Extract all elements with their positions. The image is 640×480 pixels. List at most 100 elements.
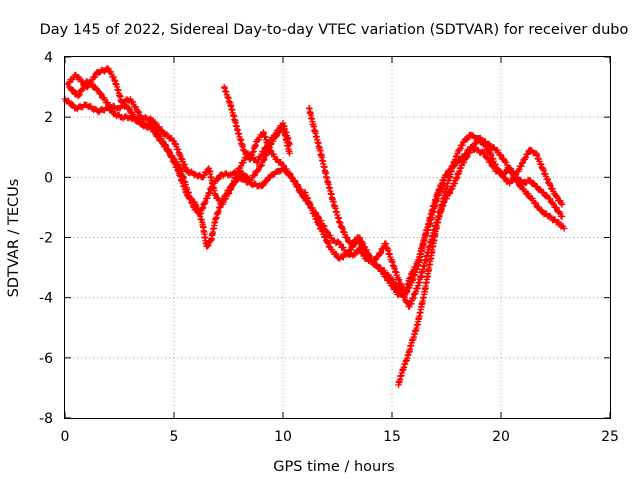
data-point-run — [160, 139, 173, 155]
y-axis-label: SDTVAR / TECUs — [6, 179, 22, 298]
y-tick-label: -8 — [39, 411, 53, 427]
data-point-run — [389, 258, 402, 281]
data-point-run — [175, 170, 190, 197]
x-axis-label: GPS time / hours — [273, 459, 394, 475]
data-point-run — [185, 168, 198, 179]
data-point — [279, 162, 287, 169]
data-point-run — [459, 149, 473, 166]
x-tick-label: 10 — [274, 429, 292, 445]
data-point-run — [540, 189, 552, 201]
data-point-run — [405, 342, 415, 356]
y-tick-label: 4 — [44, 50, 53, 66]
y-tick-label: -6 — [39, 351, 53, 367]
axis-ticks — [64, 56, 611, 419]
data-point-run — [432, 212, 443, 233]
data-point-run — [494, 165, 506, 180]
data-point — [286, 150, 293, 157]
data-point-run — [254, 131, 266, 143]
data-point-run — [306, 105, 317, 128]
data-point-run — [234, 127, 247, 154]
data-point-run — [206, 167, 219, 198]
series-track-5 — [305, 104, 566, 298]
data-point — [336, 240, 343, 247]
data-point-run — [337, 219, 349, 241]
data-point-run — [199, 221, 210, 248]
data-point-run — [450, 164, 465, 187]
data-point-run — [520, 148, 532, 164]
y-tick-label: -2 — [39, 231, 53, 247]
data-point — [561, 225, 568, 232]
data-point — [288, 174, 295, 181]
data-point-run — [553, 192, 565, 207]
data-point-run — [221, 85, 234, 107]
data-point-run — [219, 184, 234, 204]
data-point-run — [185, 193, 198, 206]
data-point — [240, 147, 247, 154]
data-point-run — [171, 140, 184, 158]
x-tick-label: 0 — [61, 429, 70, 445]
x-tick-labels: 0 5 10 15 20 25 — [61, 429, 619, 445]
data-point-run — [289, 175, 303, 195]
data-point-run — [415, 236, 428, 266]
data-point-run — [555, 219, 567, 230]
data-point-run — [481, 141, 493, 156]
data-point-run — [95, 88, 111, 106]
data-point-run — [75, 79, 90, 99]
data-point-run — [331, 237, 342, 247]
data-point-run — [177, 155, 190, 173]
data-point-run — [112, 80, 125, 105]
data-point-run — [507, 172, 519, 185]
data-point — [558, 201, 566, 208]
data-point-run — [474, 135, 486, 146]
data-point-run — [227, 103, 240, 130]
data-point-run — [323, 174, 336, 203]
y-tick-labels: -8 -6 -4 -2 0 2 4 — [39, 50, 53, 427]
data-point-run — [415, 253, 430, 287]
data-point — [558, 213, 566, 220]
data-point-run — [260, 130, 273, 152]
data-point-run — [406, 285, 421, 308]
data-point-run — [139, 113, 154, 124]
data-point-run — [503, 159, 517, 181]
data-point-run — [84, 79, 100, 92]
data-points — [61, 65, 568, 389]
data-point-run — [529, 195, 543, 212]
data-point-run — [247, 138, 260, 161]
data-point-run — [310, 123, 323, 152]
data-point-run — [237, 175, 253, 186]
data-point-run — [132, 115, 146, 128]
x-tick-label: 5 — [170, 429, 179, 445]
data-point-run — [193, 203, 205, 223]
data-point-run — [319, 228, 334, 251]
data-point-run — [412, 321, 421, 335]
grid-lines — [65, 57, 610, 418]
series-track-3 — [66, 77, 308, 250]
data-point-run — [398, 288, 412, 310]
data-point-run — [539, 165, 552, 186]
data-point-run — [149, 121, 166, 145]
data-point-run — [128, 98, 144, 120]
x-tick-label: 20 — [492, 429, 510, 445]
data-point-run — [330, 198, 343, 225]
data-point-run — [487, 150, 500, 171]
y-tick-label: 2 — [44, 110, 53, 126]
data-point-run — [428, 191, 441, 215]
data-point-run — [248, 163, 264, 184]
chart-title: Day 145 of 2022, Sidereal Day-to-day VTE… — [40, 22, 629, 38]
data-point-run — [454, 139, 467, 155]
data-point-run — [317, 147, 330, 181]
data-point-run — [533, 183, 545, 195]
data-point-run — [212, 198, 225, 222]
y-tick-label: -4 — [39, 291, 53, 307]
data-point-run — [346, 236, 360, 254]
data-point — [266, 147, 274, 154]
data-point-run — [428, 230, 439, 257]
data-point-run — [421, 272, 431, 293]
data-point-run — [274, 156, 286, 168]
data-point-run — [337, 250, 351, 261]
data-point-run — [276, 165, 286, 175]
series-track-7 — [395, 131, 566, 389]
data-point-run — [302, 189, 317, 217]
data-point-run — [259, 172, 275, 189]
data-point-run — [513, 160, 526, 176]
